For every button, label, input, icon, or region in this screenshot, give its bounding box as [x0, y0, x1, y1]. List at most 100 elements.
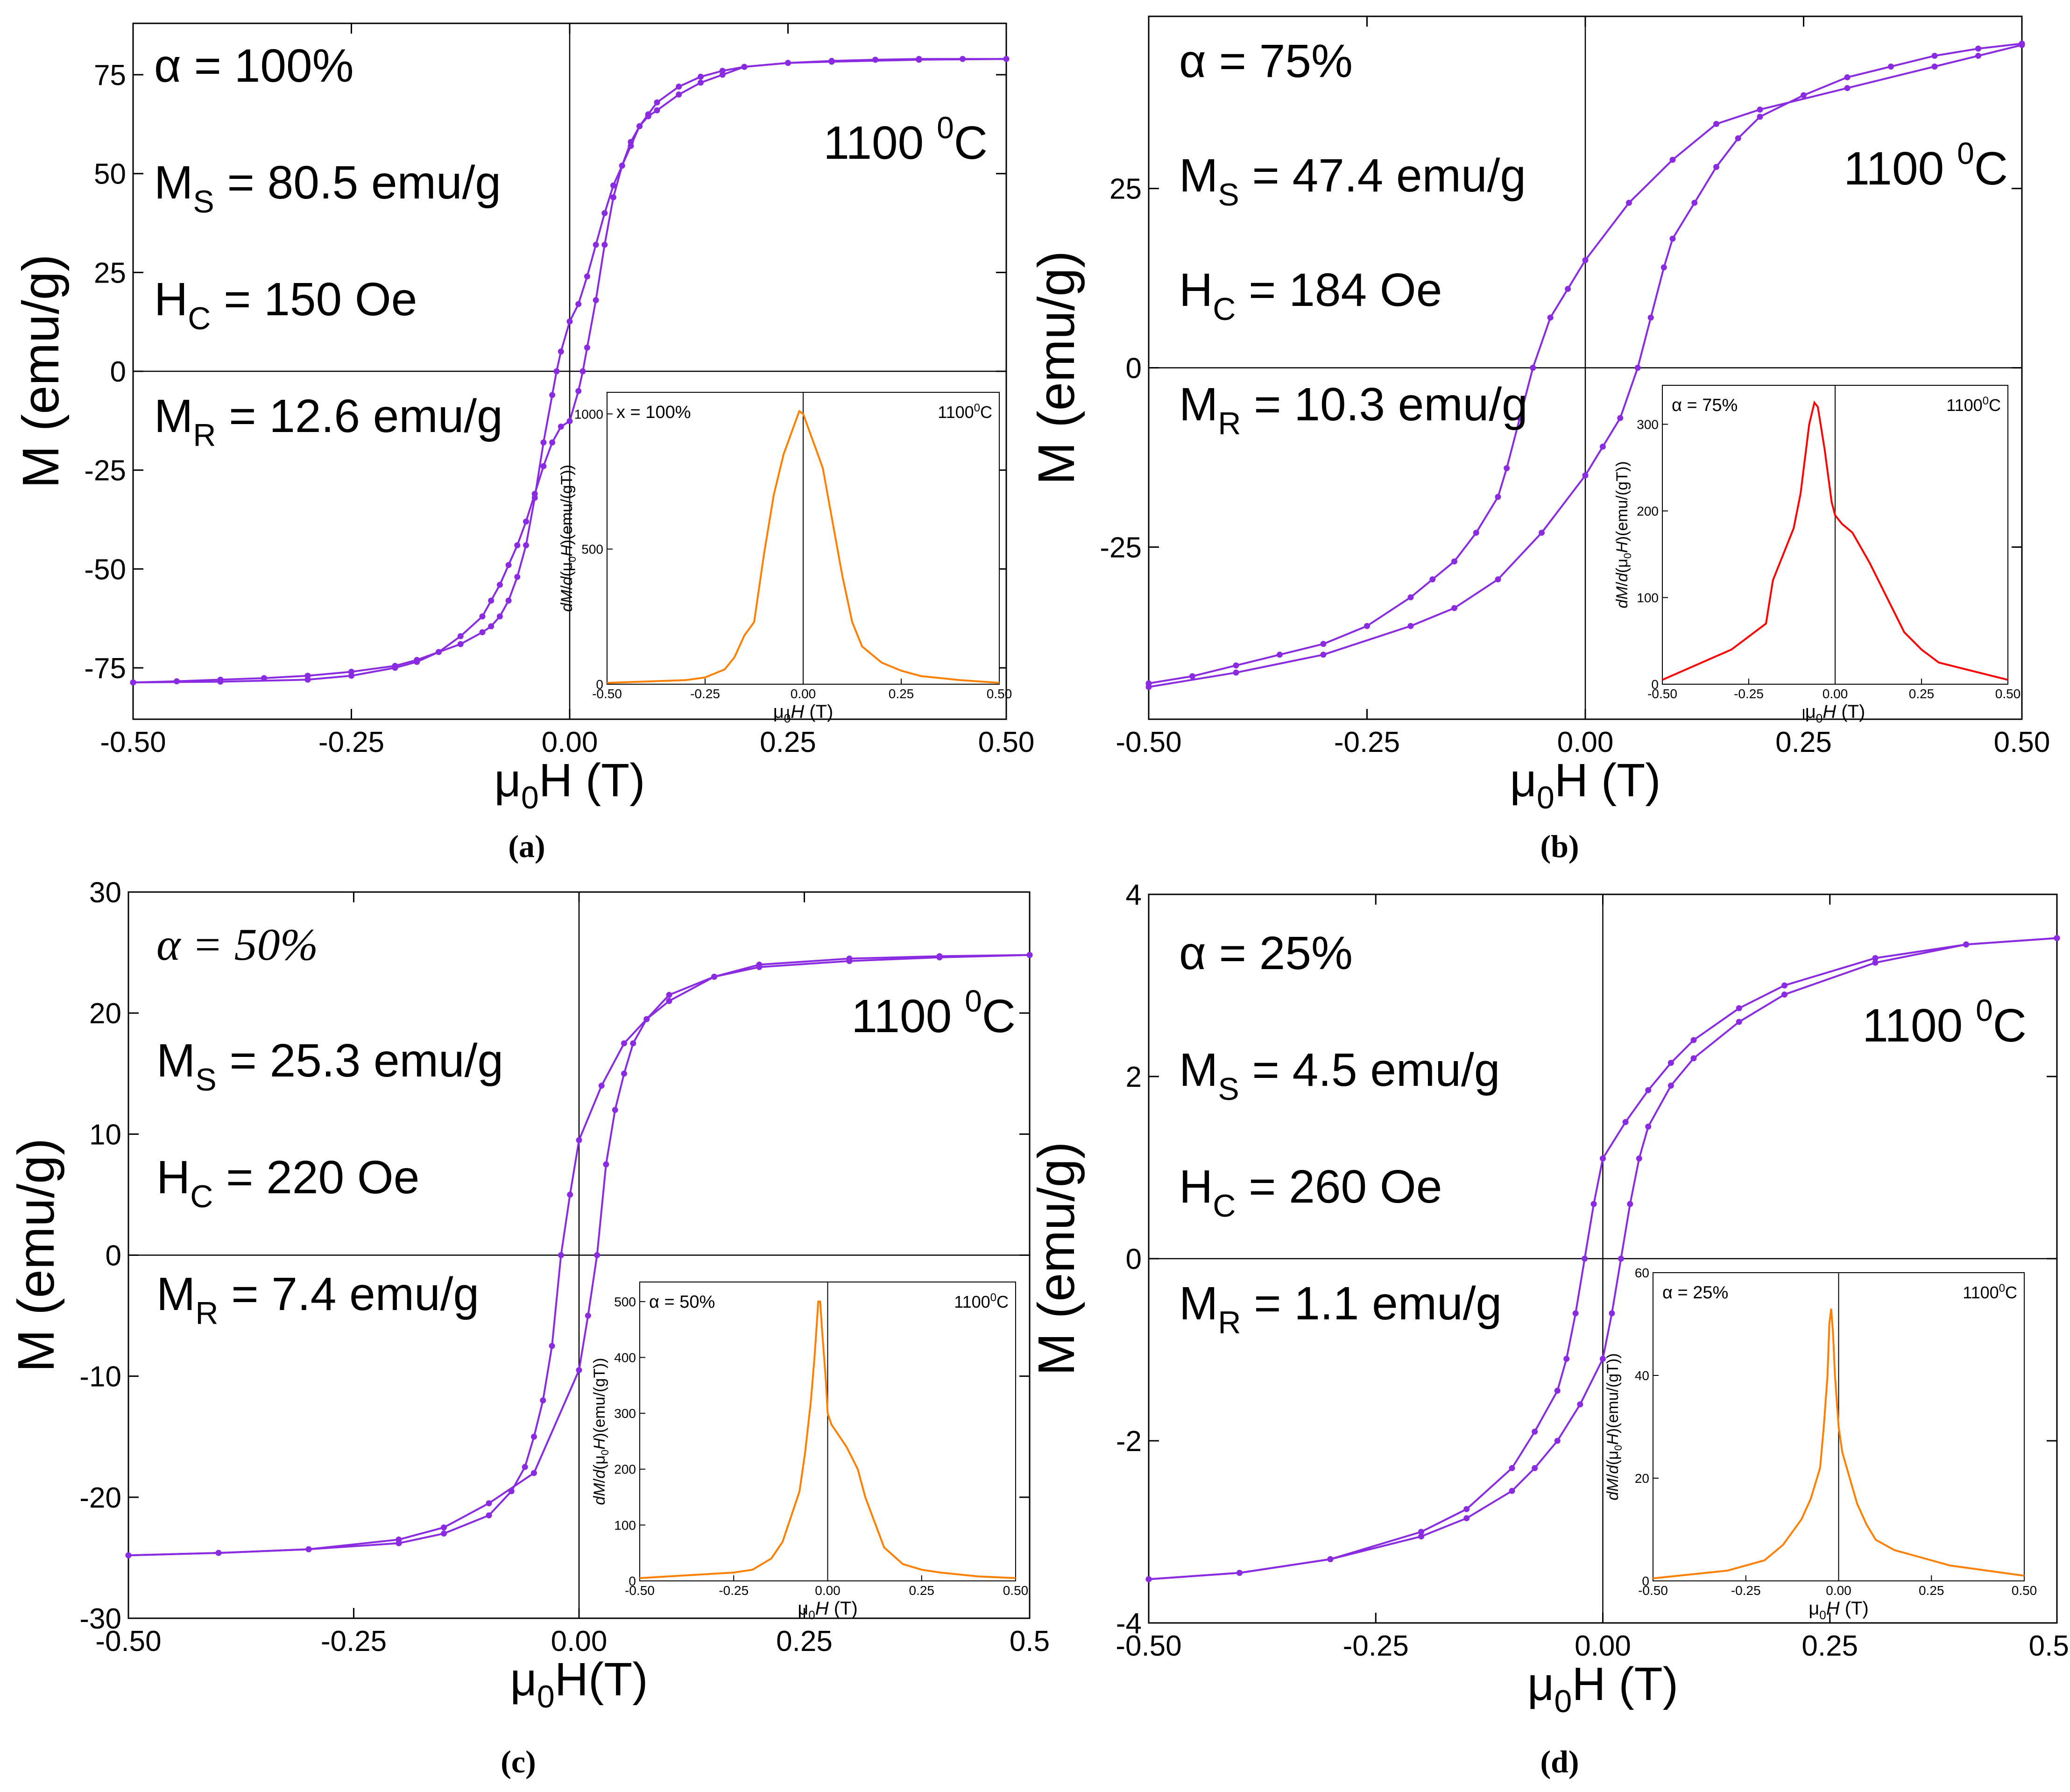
- inset-x-tick-label: -0.25: [1734, 687, 1764, 701]
- y-tick-label: -30: [79, 1603, 121, 1635]
- inset-x-tick-label: 0.00: [1823, 687, 1848, 701]
- data-point: [1495, 494, 1501, 500]
- inset-y-tick-label: 300: [614, 1406, 636, 1421]
- data-point: [1145, 684, 1152, 690]
- data-point: [711, 973, 717, 980]
- x-tick-label: -0.50: [1116, 726, 1181, 758]
- inset-x-tick-label: 0.00: [1826, 1583, 1851, 1598]
- inset-y-tick-label: 400: [614, 1350, 636, 1365]
- data-point: [486, 1512, 492, 1519]
- data-point: [488, 623, 495, 630]
- data-point: [1781, 982, 1787, 989]
- data-point: [579, 368, 586, 375]
- data-point: [1563, 1356, 1570, 1362]
- data-point: [522, 1464, 528, 1470]
- annotation-ms: MS = 80.5 emu/g: [154, 156, 501, 220]
- inset-curve: [639, 1300, 1016, 1579]
- inset-x-tick-label: -0.25: [690, 687, 720, 701]
- inset-temperature: 11000C: [1963, 1282, 2017, 1302]
- data-point: [130, 679, 136, 686]
- data-point: [540, 1397, 546, 1403]
- data-point: [1407, 623, 1414, 629]
- data-point: [1517, 415, 1523, 421]
- data-point: [505, 597, 512, 604]
- series-line-descending: [133, 58, 1007, 684]
- data-point: [1451, 558, 1457, 565]
- data-point: [1532, 1465, 1538, 1471]
- data-point: [392, 665, 398, 671]
- data-point: [1844, 85, 1851, 92]
- data-point: [558, 424, 564, 430]
- inset-y-tick-label: 0: [1651, 677, 1659, 692]
- data-point: [575, 301, 582, 307]
- data-point: [916, 56, 922, 62]
- data-point: [2019, 40, 2025, 47]
- x-tick-label: -0.25: [1343, 1630, 1409, 1662]
- data-point: [1888, 64, 1894, 70]
- data-point: [1626, 199, 1632, 206]
- data-point: [698, 79, 704, 86]
- annotation-ms: MS = 4.5 emu/g: [1179, 1044, 1500, 1107]
- data-point: [601, 241, 608, 248]
- data-point: [1600, 1155, 1606, 1162]
- data-point: [549, 439, 556, 446]
- y-tick-label: 4: [1126, 879, 1142, 911]
- inset-label: x = 100%: [616, 403, 691, 422]
- inset-y-axis-label: dM/d(μ0H)(emu/(gT)): [558, 465, 578, 612]
- data-point: [1554, 1388, 1561, 1394]
- inset-x-tick-label: 0.25: [889, 687, 914, 701]
- x-axis-label: μ0H (T): [494, 754, 645, 815]
- annotation-alpha: α = 75%: [1179, 35, 1353, 87]
- inset-y-tick-label: 0: [596, 677, 603, 692]
- series-line-ascending: [133, 58, 1006, 684]
- inset-y-tick-label: 100: [614, 1518, 636, 1532]
- y-tick-label: -50: [84, 553, 126, 586]
- inset-y-axis-label: dM/d(μ0H)(emu/(gT)): [591, 1358, 611, 1505]
- inset-temperature: 11000C: [954, 1291, 1009, 1311]
- data-point: [1647, 314, 1654, 321]
- y-tick-label: 25: [94, 257, 126, 289]
- data-point: [566, 418, 573, 425]
- data-point: [1539, 530, 1545, 536]
- data-point: [496, 613, 503, 620]
- data-point: [1667, 1083, 1674, 1089]
- data-point: [593, 297, 599, 304]
- data-point: [936, 954, 943, 961]
- data-point: [441, 1524, 447, 1531]
- data-point: [1429, 576, 1436, 583]
- x-axis-label: μ0H(T): [510, 1653, 648, 1714]
- x-tick-label: 0.00: [542, 726, 598, 758]
- data-point: [1667, 1060, 1674, 1066]
- data-point: [523, 518, 529, 525]
- inset-d: -0.50 -0.25 0.00 0.25 0.50 0 20 40 60 α = 25% 1100…: [1604, 1266, 2037, 1622]
- x-axis-label: μ0H (T): [1510, 754, 1660, 815]
- annotation-alpha: α = 100%: [154, 40, 354, 92]
- panel-caption: (b): [1540, 829, 1579, 864]
- inset-x-axis-label: μ0H (T): [773, 701, 834, 725]
- data-point: [540, 439, 547, 446]
- data-point: [1504, 465, 1510, 471]
- data-point: [741, 64, 748, 70]
- inset-y-tick-label: 500: [581, 542, 603, 557]
- x-tick-label: 0.50: [2029, 1630, 2070, 1662]
- x-tick-label: 0.25: [1775, 726, 1832, 758]
- data-point: [1801, 92, 1807, 99]
- x-tick-label: -0.25: [321, 1625, 387, 1657]
- panel-d: -0.50 -0.25 0.00 0.25 0.50 -4 -2 0 2 4 μ0H (T) M (e…: [1028, 879, 2070, 1779]
- inset-curve: [1653, 1308, 2025, 1580]
- data-point: [1364, 623, 1370, 629]
- x-tick-label: 0.25: [760, 726, 816, 758]
- data-point: [698, 73, 704, 80]
- data-point: [1735, 135, 1741, 142]
- annotation-temperature: 1100 0C: [1862, 993, 2027, 1052]
- x-tick-label: 0.00: [551, 1625, 608, 1657]
- y-tick-label: 20: [89, 998, 121, 1030]
- y-tick-label: 75: [94, 59, 126, 92]
- data-point: [594, 1252, 601, 1258]
- data-point: [1233, 662, 1239, 669]
- inset-c: -0.50 -0.25 0.00 0.25 0.50 0 100 200 300 400 500 α …: [591, 1282, 1028, 1622]
- inset-curve: [1662, 400, 2008, 681]
- data-point: [1590, 1201, 1597, 1207]
- inset-label: α = 75%: [1672, 396, 1738, 415]
